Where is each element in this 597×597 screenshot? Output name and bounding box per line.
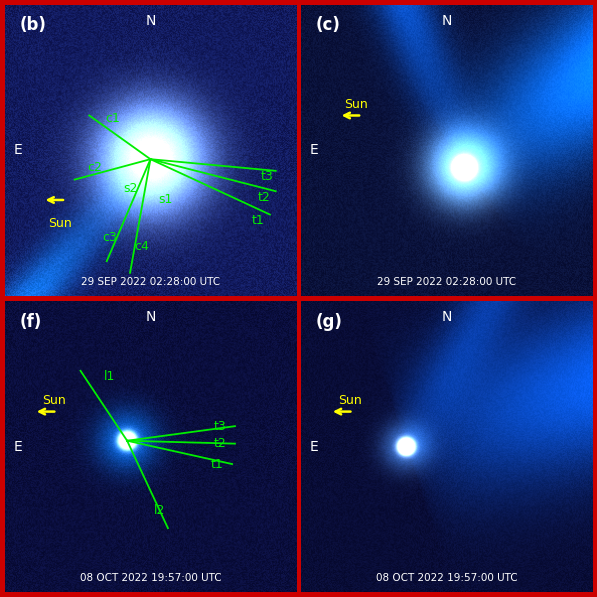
Text: Sun: Sun <box>338 394 362 407</box>
Text: N: N <box>145 14 156 27</box>
Text: c4: c4 <box>134 240 149 253</box>
Text: (c): (c) <box>315 17 340 35</box>
Text: 29 SEP 2022 02:28:00 UTC: 29 SEP 2022 02:28:00 UTC <box>377 278 516 287</box>
Text: t1: t1 <box>211 457 224 470</box>
Text: c1: c1 <box>105 112 120 125</box>
Text: N: N <box>441 14 452 27</box>
Text: t1: t1 <box>252 214 264 227</box>
Text: E: E <box>310 143 318 158</box>
Text: N: N <box>145 310 156 324</box>
Text: 08 OCT 2022 19:57:00 UTC: 08 OCT 2022 19:57:00 UTC <box>376 574 518 583</box>
Text: Sun: Sun <box>344 98 368 111</box>
Text: l2: l2 <box>153 504 165 517</box>
Text: E: E <box>310 439 318 454</box>
Text: t3: t3 <box>214 420 227 433</box>
Text: (g): (g) <box>315 313 342 331</box>
Text: t3: t3 <box>261 170 273 183</box>
Text: t2: t2 <box>258 190 270 204</box>
Text: s1: s1 <box>158 193 172 207</box>
Text: 29 SEP 2022 02:28:00 UTC: 29 SEP 2022 02:28:00 UTC <box>81 278 220 287</box>
Text: E: E <box>14 143 22 158</box>
Text: Sun: Sun <box>42 394 66 407</box>
Text: (f): (f) <box>19 313 42 331</box>
Text: E: E <box>14 439 22 454</box>
Text: s2: s2 <box>123 182 137 195</box>
Text: 08 OCT 2022 19:57:00 UTC: 08 OCT 2022 19:57:00 UTC <box>79 574 221 583</box>
Text: c3: c3 <box>102 232 117 244</box>
Text: t2: t2 <box>214 437 227 450</box>
Text: l1: l1 <box>104 370 115 383</box>
Text: c2: c2 <box>88 161 103 174</box>
Text: N: N <box>441 310 452 324</box>
Text: (b): (b) <box>19 17 46 35</box>
Text: Sun: Sun <box>48 217 72 230</box>
